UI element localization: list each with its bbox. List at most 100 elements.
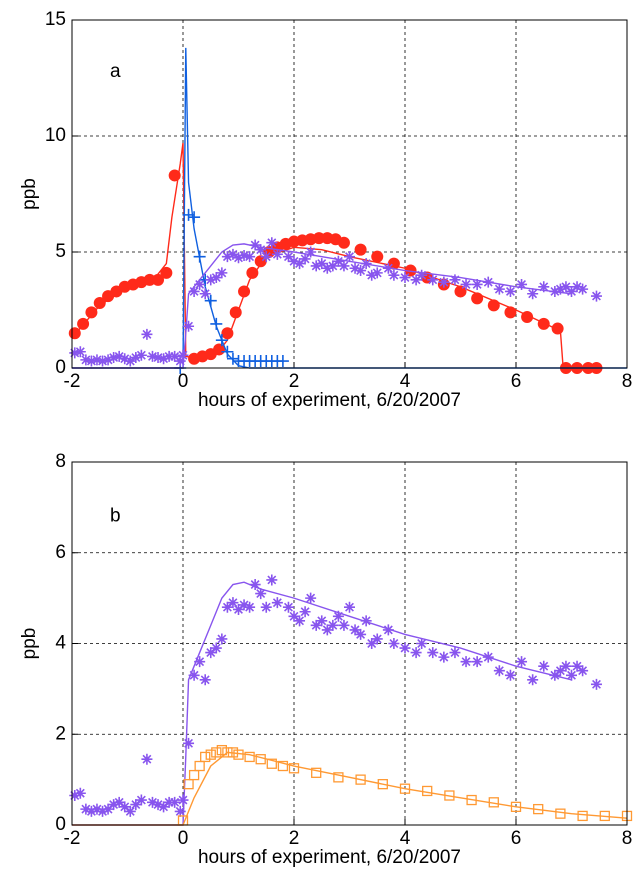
x-tick-label: 0 (178, 371, 189, 392)
marker (210, 272, 222, 284)
marker (527, 288, 539, 300)
x-tick-label: 6 (511, 828, 522, 849)
y-axis-label: ppb (19, 628, 40, 660)
marker (85, 306, 98, 319)
marker (244, 751, 255, 763)
marker (227, 248, 239, 260)
y-tick-label: 0 (55, 357, 66, 378)
marker (294, 258, 306, 270)
marker (216, 744, 228, 756)
marker (355, 628, 367, 640)
marker (233, 603, 244, 615)
marker (554, 283, 566, 295)
marker (344, 251, 355, 263)
y-tick-label: 10 (45, 125, 66, 146)
marker (174, 805, 186, 817)
x-tick-label: 6 (511, 371, 522, 392)
marker (188, 285, 200, 297)
marker (471, 278, 483, 290)
marker (194, 656, 206, 668)
marker (194, 278, 206, 290)
panel-label: b (110, 505, 121, 526)
marker (169, 796, 181, 808)
marker (141, 753, 153, 765)
marker (566, 285, 577, 297)
marker (210, 642, 222, 654)
marker (205, 749, 216, 760)
marker (260, 601, 272, 613)
x-tick-label: 8 (622, 828, 633, 849)
marker (493, 283, 505, 295)
marker (199, 288, 211, 300)
marker (354, 243, 367, 256)
marker (211, 747, 222, 758)
marker (577, 665, 589, 677)
marker (321, 624, 333, 636)
marker (316, 615, 328, 627)
x-tick-label: 4 (400, 828, 411, 849)
marker (366, 638, 378, 649)
marker (152, 352, 164, 364)
y-tick-label: 4 (55, 633, 66, 654)
marker (410, 647, 422, 659)
marker (199, 674, 211, 686)
marker (422, 785, 433, 797)
marker (221, 345, 234, 358)
marker (188, 211, 201, 224)
x-tick-label: -2 (64, 371, 81, 392)
axes-box (71, 461, 628, 826)
marker (244, 601, 256, 613)
marker (188, 669, 200, 681)
marker (355, 265, 367, 277)
marker (271, 597, 283, 609)
marker (371, 267, 383, 279)
marker (311, 767, 322, 778)
marker (233, 749, 244, 760)
marker (238, 249, 250, 261)
panel-label: a (110, 61, 121, 82)
marker (276, 355, 289, 368)
marker (349, 624, 361, 636)
y-tick-label: 2 (55, 723, 66, 744)
marker (410, 274, 422, 286)
marker (271, 248, 283, 260)
marker (221, 251, 233, 263)
marker (152, 799, 164, 811)
marker (332, 255, 344, 267)
marker (255, 588, 267, 600)
marker (188, 769, 200, 781)
marker (177, 349, 189, 361)
series-line (71, 142, 600, 369)
marker (388, 269, 400, 281)
marker (227, 597, 239, 609)
marker (200, 751, 211, 763)
y-axis-label: ppb (19, 178, 40, 210)
marker (504, 669, 516, 681)
marker (158, 353, 170, 365)
marker (113, 350, 125, 362)
marker (471, 656, 483, 668)
x-tick-label: -2 (64, 828, 81, 849)
marker (266, 237, 278, 249)
marker (177, 794, 189, 806)
marker (158, 801, 170, 813)
x-axis-label: hours of experiment, 6/20/2007 (198, 390, 461, 411)
x-tick-label: 0 (178, 828, 189, 849)
marker (97, 355, 109, 367)
marker (305, 592, 317, 604)
marker (91, 354, 103, 366)
y-tick-label: 6 (55, 542, 66, 563)
x-axis-label: hours of experiment, 6/20/2007 (198, 847, 461, 868)
marker (80, 354, 92, 366)
marker (160, 266, 173, 279)
marker (119, 801, 131, 813)
marker (244, 251, 256, 263)
marker (577, 810, 588, 822)
marker (537, 317, 550, 330)
marker (135, 794, 147, 806)
marker (288, 610, 300, 622)
marker (504, 285, 516, 297)
marker (255, 244, 267, 256)
